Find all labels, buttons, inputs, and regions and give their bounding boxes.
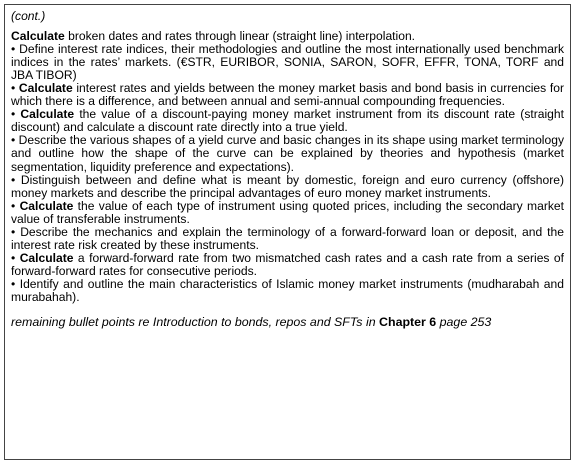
bullet-item: • Define interest rate indices, their me…: [11, 43, 564, 82]
bullet-item: • Calculate a forward-forward rate from …: [11, 250, 564, 278]
bullet-bold: Calculate: [19, 250, 74, 265]
footer-text: remaining bullet points re Introduction …: [11, 315, 380, 330]
lead-paragraph: Calculate broken dates and rates through…: [11, 30, 564, 43]
lead-text: broken dates and rates through linear (s…: [64, 29, 416, 44]
bullet-item: • Describe the various shapes of a yield…: [11, 134, 564, 173]
bullet-icon: •: [11, 81, 16, 96]
bullet-bold: Calculate: [19, 198, 74, 213]
bullet-item: • Calculate the value of a discount-payi…: [11, 108, 564, 134]
bullet-text: Identify and outline the main characteri…: [11, 276, 564, 304]
bullet-text: a forward-forward rate from two mismatch…: [11, 250, 564, 278]
bullet-text: Distinguish between and define what is m…: [11, 172, 564, 200]
bullet-icon: •: [11, 198, 16, 213]
bullet-icon: •: [11, 224, 16, 239]
bullet-bold: Calculate: [20, 107, 75, 122]
bullet-icon: •: [11, 172, 16, 187]
bullet-text: the value of a discount-paying money mar…: [11, 107, 564, 135]
bullet-icon: •: [11, 133, 16, 148]
bullet-bold: Calculate: [18, 81, 73, 96]
continued-label: (cont.): [11, 9, 46, 23]
bullet-icon: •: [11, 42, 16, 57]
bullet-item: • Calculate interest rates and yields be…: [11, 82, 564, 108]
content-box: (cont.) Calculate broken dates and rates…: [4, 4, 571, 460]
bullet-list: • Define interest rate indices, their me…: [11, 43, 564, 304]
bullet-text: Describe the mechanics and explain the t…: [11, 224, 564, 252]
bullet-item: • Describe the mechanics and explain the…: [11, 224, 564, 252]
bullet-item: • Calculate the value of each type of in…: [11, 198, 564, 226]
footer-note: remaining bullet points re Introduction …: [11, 315, 564, 330]
bullet-icon: •: [11, 276, 16, 291]
bullet-text: the value of each type of instrument usi…: [11, 198, 564, 226]
bullet-item: • Identify and outline the main characte…: [11, 276, 564, 304]
lead-bold: Calculate: [11, 29, 65, 44]
page-reference: page 253: [436, 315, 492, 330]
bullet-text: Define interest rate indices, their meth…: [11, 42, 564, 83]
chapter-reference: Chapter 6: [379, 315, 437, 330]
bullet-text: Describe the various shapes of a yield c…: [11, 133, 564, 174]
bullet-icon: •: [11, 250, 16, 265]
bullet-item: • Distinguish between and define what is…: [11, 172, 564, 200]
bullet-icon: •: [11, 107, 16, 122]
bullet-text: interest rates and yields between the mo…: [11, 81, 564, 109]
